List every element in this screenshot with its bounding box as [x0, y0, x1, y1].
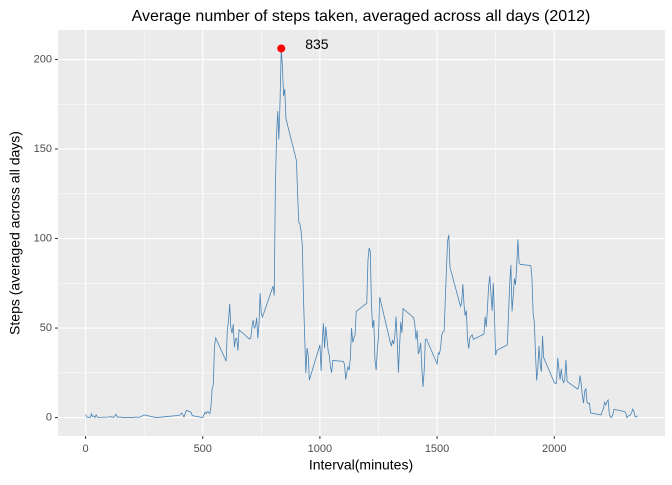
- y-tick-label: 0: [46, 411, 52, 423]
- x-tick-label: 1000: [308, 443, 332, 455]
- y-tick-label: 50: [40, 322, 52, 334]
- plot-panel: [58, 30, 665, 436]
- line: [85, 48, 638, 419]
- x-tick-label: 0: [83, 443, 89, 455]
- x-tick-label: 1500: [425, 443, 449, 455]
- x-tick-label: 2000: [542, 443, 566, 455]
- y-axis-title: Steps (averaged across all days): [7, 131, 23, 335]
- y-tick-label: 100: [34, 232, 52, 244]
- x-axis-title: Interval(minutes): [309, 457, 413, 473]
- max-annotation: 835: [305, 36, 329, 52]
- x-tick-label: 500: [194, 443, 212, 455]
- y-tick-label: 150: [34, 143, 52, 155]
- max-point: [277, 44, 286, 53]
- chart-title: Average number of steps taken, averaged …: [132, 8, 591, 25]
- y-tick-label: 200: [34, 53, 52, 65]
